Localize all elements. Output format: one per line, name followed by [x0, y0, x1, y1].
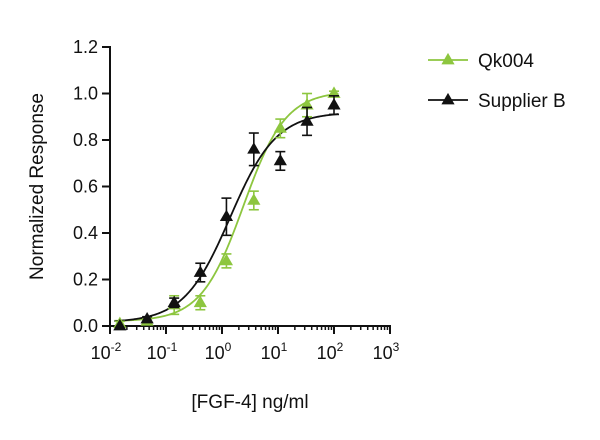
- data-point-qk004: [193, 295, 207, 308]
- y-tick-label: 1.2: [73, 37, 98, 57]
- data-point-supplier-b: [167, 295, 181, 308]
- x-tick-label: 101: [261, 340, 288, 363]
- x-axis-title: [FGF-4] ng/ml: [191, 392, 308, 413]
- x-tick-label: 10-1: [147, 340, 178, 363]
- legend-marker-supplier-b: [441, 92, 455, 105]
- data-point-qk004: [247, 193, 261, 205]
- data-point-supplier-b: [113, 318, 127, 331]
- y-tick-label: 0.4: [73, 223, 98, 243]
- y-tick-label: 0.6: [73, 177, 98, 197]
- data-point-qk004: [219, 253, 234, 266]
- data-point-qk004: [273, 121, 287, 133]
- data-point-qk004: [327, 86, 341, 98]
- legend-marker-qk004: [441, 52, 455, 65]
- x-tick-label: 10-2: [91, 340, 122, 363]
- legend-label-supplier-b: Supplier B: [478, 91, 566, 112]
- y-tick-label: 0.0: [73, 316, 98, 336]
- y-axis-title: Normalized Response: [27, 93, 48, 280]
- x-tick-label: 103: [373, 340, 400, 363]
- legend-label-qk004: Qk004: [478, 51, 534, 72]
- x-tick-label: 102: [317, 340, 344, 363]
- data-point-supplier-b: [327, 98, 341, 110]
- data-point-supplier-b: [219, 209, 234, 222]
- y-tick-label: 0.2: [73, 270, 98, 290]
- y-tick-label: 1.0: [73, 84, 98, 104]
- x-tick-label: 100: [205, 340, 232, 363]
- y-tick-label: 0.8: [73, 130, 98, 150]
- data-point-qk004: [300, 98, 314, 110]
- data-point-supplier-b: [247, 142, 261, 154]
- data-point-supplier-b: [140, 311, 154, 324]
- data-point-supplier-b: [193, 265, 207, 277]
- data-point-supplier-b: [273, 153, 287, 166]
- data-point-supplier-b: [300, 114, 314, 126]
